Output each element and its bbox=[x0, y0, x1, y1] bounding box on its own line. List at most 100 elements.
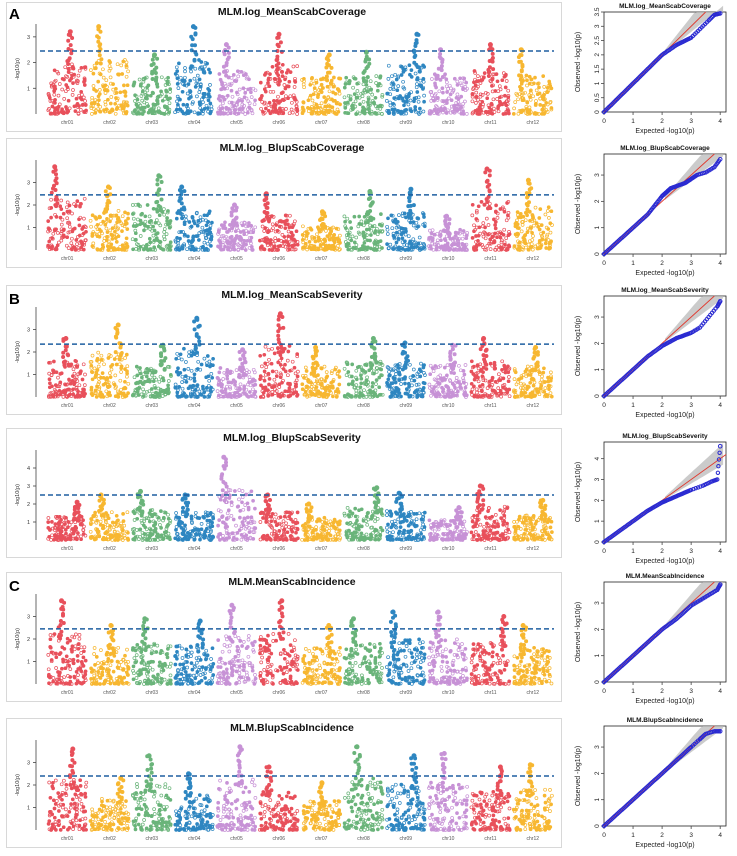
snp-point bbox=[445, 384, 450, 389]
snp-point bbox=[58, 392, 63, 397]
snp-point bbox=[543, 212, 548, 217]
snp-point bbox=[525, 83, 529, 88]
snp-point bbox=[547, 79, 552, 84]
snp-point bbox=[90, 353, 95, 358]
snp-point bbox=[59, 198, 64, 203]
snp-point bbox=[241, 110, 245, 114]
snp-point bbox=[506, 94, 511, 98]
snp-point bbox=[529, 88, 533, 93]
snp-point bbox=[478, 92, 483, 97]
snp-point bbox=[313, 393, 318, 397]
snp-point bbox=[412, 241, 416, 245]
peak-snp-point bbox=[115, 322, 121, 328]
snp-point bbox=[89, 104, 94, 109]
snp-point bbox=[362, 69, 367, 74]
snp-point bbox=[263, 89, 268, 94]
chromosome-chr02-points bbox=[89, 24, 130, 116]
snp-point bbox=[302, 236, 306, 241]
snp-point bbox=[422, 99, 426, 104]
y-tick-label: 2 bbox=[27, 350, 30, 356]
snp-point bbox=[422, 93, 426, 98]
snp-point bbox=[286, 248, 290, 252]
snp-point bbox=[378, 74, 383, 79]
snp-point bbox=[133, 228, 138, 233]
snp-point bbox=[107, 68, 112, 73]
snp-point bbox=[546, 238, 551, 242]
snp-point bbox=[485, 244, 490, 248]
snp-point bbox=[524, 107, 529, 111]
snp-point bbox=[197, 77, 202, 82]
snp-point bbox=[365, 238, 370, 243]
snp-point bbox=[168, 240, 173, 245]
snp-point bbox=[548, 221, 553, 226]
snp-point bbox=[474, 208, 479, 213]
snp-point bbox=[445, 392, 450, 396]
snp-point bbox=[66, 230, 71, 235]
snp-point bbox=[70, 236, 74, 241]
snp-point bbox=[70, 35, 75, 40]
peak-snp-point bbox=[96, 24, 102, 30]
snp-point bbox=[456, 238, 461, 243]
snp-point bbox=[65, 382, 69, 387]
snp-point bbox=[491, 72, 495, 77]
snp-point bbox=[447, 221, 452, 226]
snp-point bbox=[211, 363, 215, 368]
snp-point bbox=[388, 87, 393, 91]
snp-point bbox=[306, 231, 310, 236]
peak-snp-point bbox=[63, 335, 69, 341]
snp-point bbox=[489, 101, 494, 106]
snp-point bbox=[240, 361, 245, 366]
snp-point bbox=[482, 231, 487, 235]
snp-point bbox=[441, 390, 446, 395]
snp-point bbox=[159, 388, 164, 393]
snp-point bbox=[477, 105, 482, 110]
snp-point bbox=[164, 89, 169, 94]
snp-point bbox=[388, 373, 392, 378]
snp-point bbox=[352, 385, 357, 390]
snp-point bbox=[443, 219, 448, 224]
snp-point bbox=[196, 247, 201, 252]
snp-point bbox=[226, 45, 231, 50]
snp-point bbox=[537, 91, 542, 96]
snp-point bbox=[146, 104, 150, 108]
snp-point bbox=[262, 210, 267, 215]
chromosome-label: chr10 bbox=[442, 256, 455, 262]
snp-point bbox=[113, 111, 118, 116]
snp-point bbox=[107, 384, 112, 389]
snp-point bbox=[464, 382, 469, 386]
snp-point bbox=[362, 88, 367, 93]
snp-point bbox=[415, 82, 419, 86]
snp-point bbox=[193, 344, 198, 349]
snp-point bbox=[207, 359, 212, 364]
snp-point bbox=[110, 237, 115, 241]
snp-point bbox=[303, 365, 308, 370]
snp-point bbox=[448, 354, 453, 359]
peak-snp-point bbox=[179, 184, 185, 190]
snp-point bbox=[113, 394, 118, 399]
snp-point bbox=[226, 55, 231, 60]
snp-point bbox=[517, 242, 522, 247]
snp-point bbox=[166, 79, 171, 84]
snp-point bbox=[264, 71, 268, 75]
snp-point bbox=[188, 376, 193, 381]
snp-point bbox=[115, 355, 119, 360]
snp-point bbox=[120, 223, 125, 228]
snp-point bbox=[90, 370, 95, 375]
snp-point bbox=[496, 109, 501, 114]
snp-point bbox=[66, 246, 71, 250]
snp-point bbox=[491, 234, 495, 239]
snp-point bbox=[324, 74, 329, 79]
snp-point bbox=[399, 73, 404, 77]
snp-point bbox=[159, 197, 164, 202]
snp-point bbox=[395, 220, 400, 224]
snp-point bbox=[401, 85, 406, 90]
snp-point bbox=[205, 363, 209, 368]
snp-point bbox=[218, 98, 223, 103]
snp-point bbox=[504, 72, 508, 77]
snp-point bbox=[319, 246, 324, 251]
snp-point bbox=[413, 71, 418, 76]
snp-point bbox=[192, 58, 197, 63]
snp-point bbox=[394, 372, 398, 376]
snp-point bbox=[270, 346, 274, 351]
snp-point bbox=[472, 229, 476, 234]
